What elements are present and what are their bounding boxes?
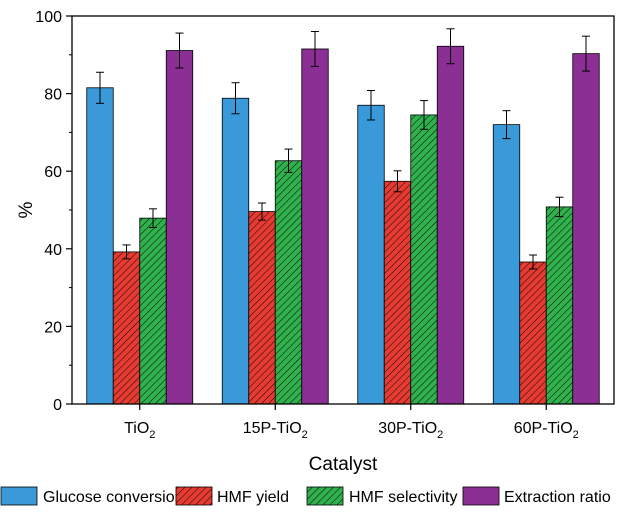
legend-item: HMF selectivity bbox=[306, 486, 457, 506]
error-bar bbox=[258, 202, 266, 221]
error-bar bbox=[231, 82, 240, 115]
legend-item: Extraction ratio bbox=[462, 486, 611, 506]
y-tick-label: 0 bbox=[53, 397, 62, 414]
legend-label: HMF yield bbox=[217, 489, 289, 506]
y-tick-label: 100 bbox=[35, 9, 62, 26]
error-bar bbox=[122, 244, 131, 260]
bar bbox=[436, 45, 465, 405]
y-tick-label: 20 bbox=[44, 319, 62, 336]
legend-swatch bbox=[175, 486, 213, 506]
bar bbox=[572, 53, 600, 405]
legend-swatch bbox=[462, 486, 500, 506]
error-bar bbox=[311, 31, 319, 67]
legend-swatch bbox=[0, 486, 38, 506]
bar bbox=[383, 180, 412, 405]
error-bar bbox=[284, 148, 293, 173]
x-tick-label: 15P-TiO2 bbox=[243, 420, 308, 441]
bar bbox=[519, 261, 547, 405]
error-bar bbox=[529, 254, 537, 270]
bar bbox=[301, 48, 329, 405]
bar bbox=[357, 104, 385, 405]
error-bar bbox=[175, 32, 184, 69]
error-bar bbox=[446, 28, 455, 65]
error-bar bbox=[582, 35, 590, 72]
bar bbox=[221, 97, 250, 405]
error-bar bbox=[393, 170, 402, 193]
error-bar bbox=[502, 110, 511, 140]
bar bbox=[248, 211, 276, 405]
legend-label: HMF selectivity bbox=[349, 489, 457, 506]
y-tick-label: 80 bbox=[44, 87, 62, 104]
bar bbox=[86, 87, 114, 405]
legend-item: Glucose conversion bbox=[0, 486, 184, 506]
legend-swatch bbox=[306, 486, 344, 506]
error-bar bbox=[96, 71, 104, 104]
bar bbox=[112, 251, 141, 405]
x-axis-title: Catalyst bbox=[309, 454, 378, 475]
bar bbox=[274, 160, 303, 405]
bar bbox=[139, 217, 167, 405]
x-tick-label: TiO2 bbox=[124, 420, 155, 441]
error-bar bbox=[420, 100, 428, 130]
x-tick-label: 30P-TiO2 bbox=[378, 420, 443, 441]
bar bbox=[492, 124, 521, 405]
legend-label: Extraction ratio bbox=[504, 489, 611, 506]
y-tick-label: 60 bbox=[44, 164, 62, 181]
x-tick-label: 60P-TiO2 bbox=[514, 420, 579, 441]
error-bar bbox=[149, 208, 157, 228]
legend-item: HMF yield bbox=[175, 486, 289, 506]
bar bbox=[165, 50, 194, 405]
bar bbox=[410, 114, 438, 405]
legend-label: Glucose conversion bbox=[43, 489, 184, 506]
y-tick-label: 40 bbox=[44, 242, 62, 259]
y-axis-title: % bbox=[16, 201, 37, 218]
bar bbox=[545, 206, 574, 405]
error-bar bbox=[367, 89, 375, 121]
error-bar bbox=[555, 196, 564, 218]
